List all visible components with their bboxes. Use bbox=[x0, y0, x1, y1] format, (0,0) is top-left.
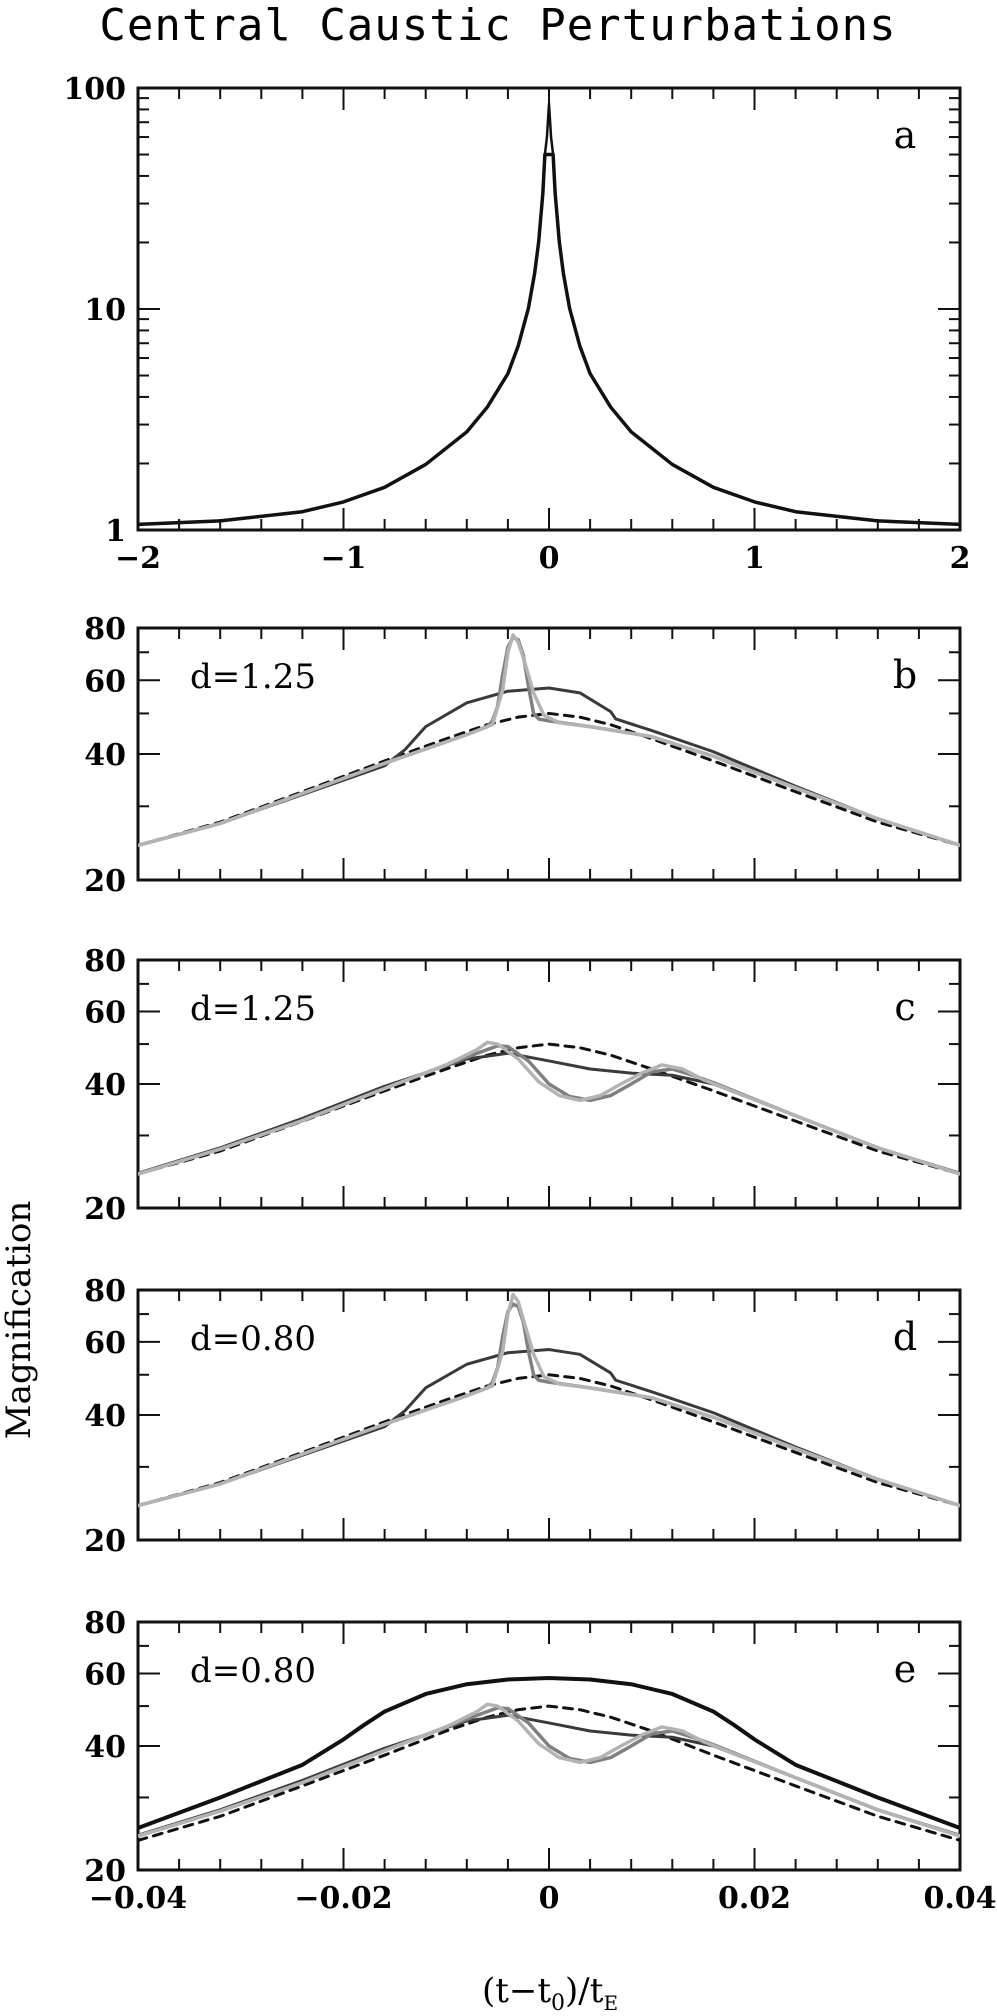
y-axis-label: Magnification bbox=[0, 1201, 39, 1440]
panel-c: 20 40 60 80 c d=1.25 bbox=[84, 944, 962, 1227]
series-line-solid-3 bbox=[138, 633, 960, 848]
series-line-solid-2 bbox=[138, 1044, 960, 1176]
y-tick-label: 80 bbox=[84, 1606, 126, 1641]
x-tick-label: 0 bbox=[539, 1881, 560, 1916]
x-tick-label: 0.04 bbox=[923, 1881, 996, 1916]
y-tick-label: 40 bbox=[84, 1730, 126, 1765]
chart-title: Central Caustic Perturbations bbox=[99, 0, 896, 51]
panel-label: e bbox=[894, 1647, 917, 1691]
series-line-solid-1 bbox=[138, 686, 960, 847]
series-line-dashed bbox=[138, 1042, 960, 1176]
x-axis-label: (t−t0)/tE bbox=[482, 1971, 618, 2016]
series-line-solid-1 bbox=[138, 1348, 960, 1508]
annotation-label: d=0.80 bbox=[190, 1651, 316, 1691]
series-line-solid-2 bbox=[138, 1713, 960, 1837]
x-tick-label: 2 bbox=[950, 541, 971, 576]
panel-label: c bbox=[894, 985, 915, 1029]
x-tick-label: −2 bbox=[115, 541, 161, 576]
y-tick-label: 20 bbox=[84, 1854, 126, 1889]
x-tick-label: 0 bbox=[539, 541, 560, 576]
y-tick-label: 60 bbox=[84, 1326, 126, 1361]
y-tick-label: 1 bbox=[105, 514, 126, 549]
series-line-dashed bbox=[138, 711, 960, 847]
panel-label: d bbox=[893, 1315, 917, 1359]
series-line-solid-3 bbox=[138, 1040, 960, 1176]
y-tick-label: 60 bbox=[84, 995, 126, 1030]
panel-label: a bbox=[894, 113, 917, 157]
y-tick-label: 80 bbox=[84, 944, 126, 979]
series-line-solid-4 bbox=[138, 1702, 960, 1838]
annotation-label: d=0.80 bbox=[190, 1319, 316, 1359]
y-tick-label: 60 bbox=[84, 1657, 126, 1692]
x-tick-label: −0.02 bbox=[294, 1881, 392, 1916]
series-line-dashed bbox=[138, 1373, 960, 1508]
series-line-solid-3 bbox=[138, 1706, 960, 1838]
y-tick-label: 20 bbox=[84, 1192, 126, 1227]
y-tick-label: 40 bbox=[84, 738, 126, 773]
series-line-solid-1 bbox=[543, 102, 555, 156]
panel-a: 1 10 100 −2 −1 0 1 2 a bbox=[63, 72, 970, 576]
series-line-solid-3 bbox=[138, 1292, 960, 1508]
series-line-solid-1 bbox=[138, 1051, 960, 1175]
panel-d: 20 40 60 80 d d=0.80 bbox=[84, 1274, 962, 1559]
y-tick-label: 100 bbox=[63, 72, 126, 107]
panel-b: 20 40 60 80 b d=1.25 bbox=[84, 612, 962, 899]
annotation-label: d=1.25 bbox=[190, 989, 316, 1029]
y-tick-label: 10 bbox=[84, 293, 126, 328]
panel-e: 20 40 60 80 −0.04 −0.02 0 0.02 0.04 e d=0.80 bbox=[84, 1606, 996, 1916]
y-tick-label: 20 bbox=[84, 864, 126, 899]
x-tick-label: 0.02 bbox=[718, 1881, 791, 1916]
series-line-dashed bbox=[138, 1704, 960, 1842]
y-tick-label: 80 bbox=[84, 612, 126, 647]
series-line-solid-0 bbox=[138, 152, 960, 527]
y-tick-label: 60 bbox=[84, 664, 126, 699]
y-tick-label: 40 bbox=[84, 1399, 126, 1434]
x-tick-label: 1 bbox=[744, 541, 765, 576]
y-tick-label: 80 bbox=[84, 1274, 126, 1309]
panel-label: b bbox=[893, 653, 917, 697]
x-tick-label: −1 bbox=[320, 541, 366, 576]
annotation-label: d=1.25 bbox=[190, 657, 316, 697]
series-line-solid-1 bbox=[138, 1675, 960, 1830]
y-tick-label: 20 bbox=[84, 1524, 126, 1559]
y-tick-label: 40 bbox=[84, 1068, 126, 1103]
x-tick-label: −0.04 bbox=[89, 1881, 187, 1916]
